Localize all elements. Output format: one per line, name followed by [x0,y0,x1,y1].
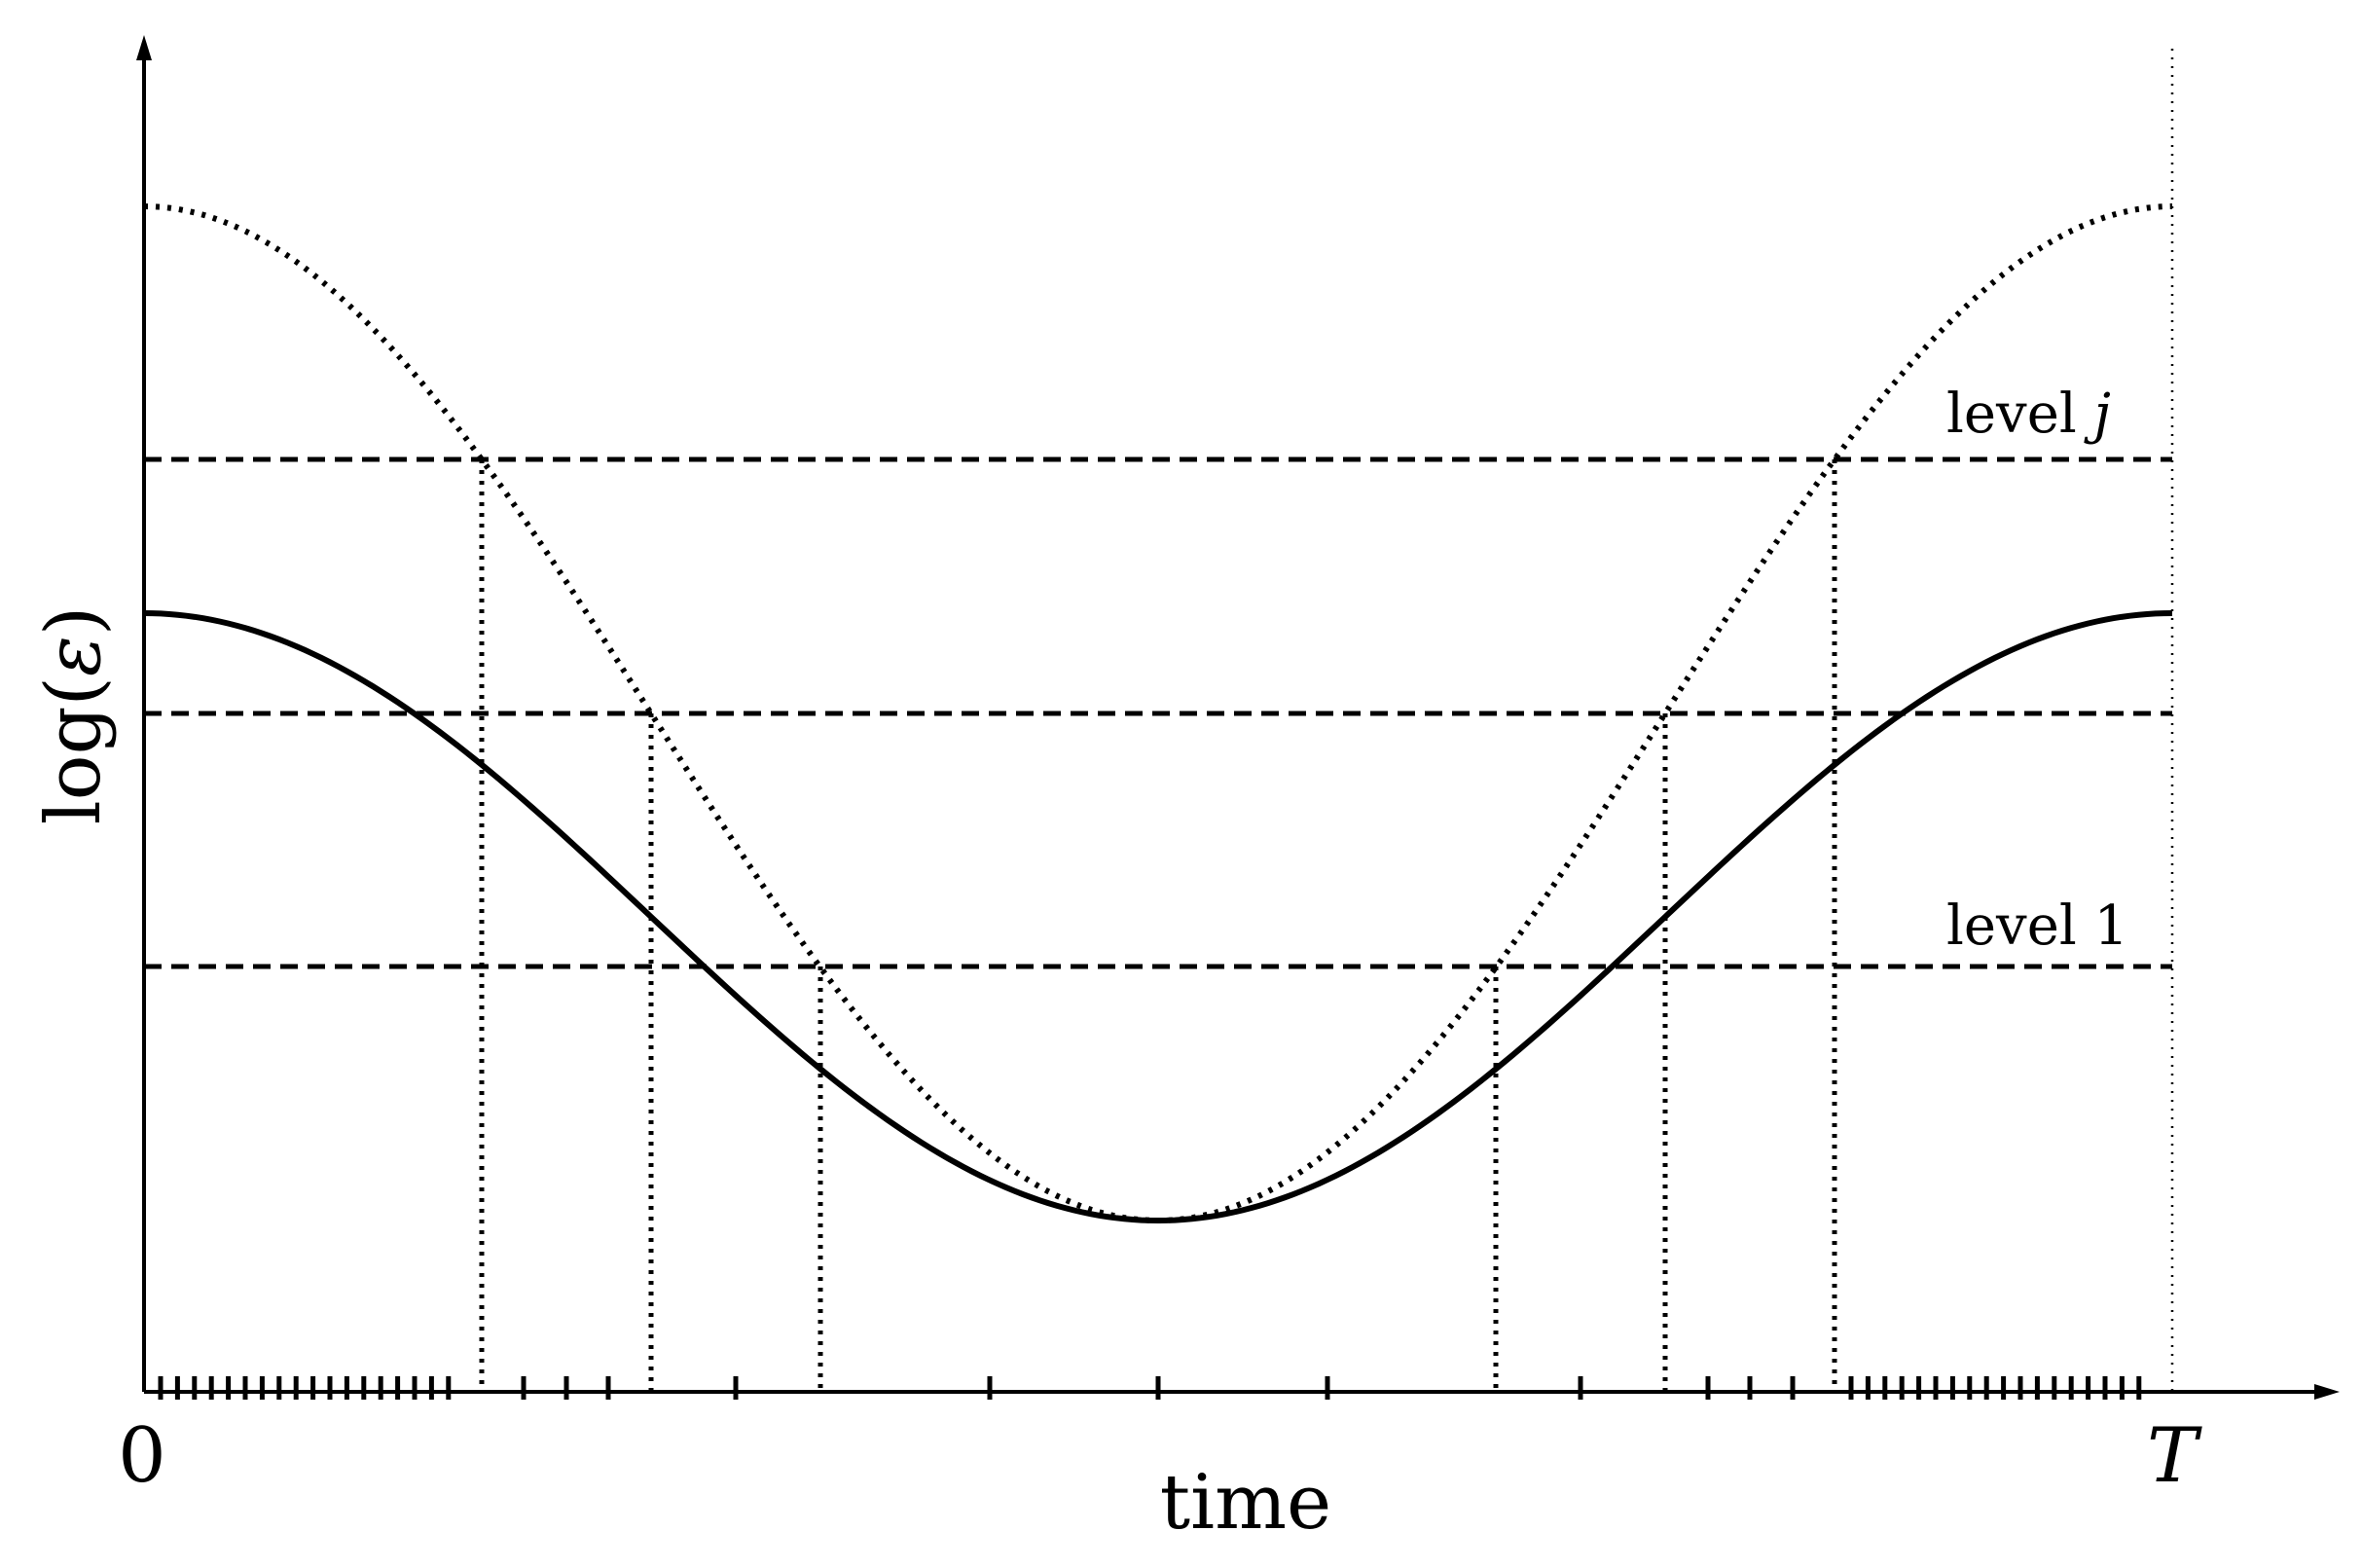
crossing-lines [479,459,1837,1392]
level-j-label-text: level [1946,383,2094,446]
solid-curve [143,610,2173,1224]
level-1-label: level 1 [1946,894,2128,958]
y-axis-arrowhead [136,35,152,60]
x-tick-label-end: T [2147,1412,2202,1500]
level-j-label: level j [1946,383,2111,446]
x-axis-arrowhead [2314,1384,2340,1400]
x-tick-label-start: 0 [118,1412,166,1500]
level-lines [144,456,2172,969]
y-axis-label-prefix: log( [30,676,118,824]
axes [136,35,2340,1400]
time-ticks [158,1376,2142,1400]
x-axis-label: time [1160,1459,1331,1547]
y-axis-label-suffix: ) [30,606,118,636]
y-axis-label-symbol: ε [30,636,118,676]
y-axis-label: log(ε) [30,606,118,825]
